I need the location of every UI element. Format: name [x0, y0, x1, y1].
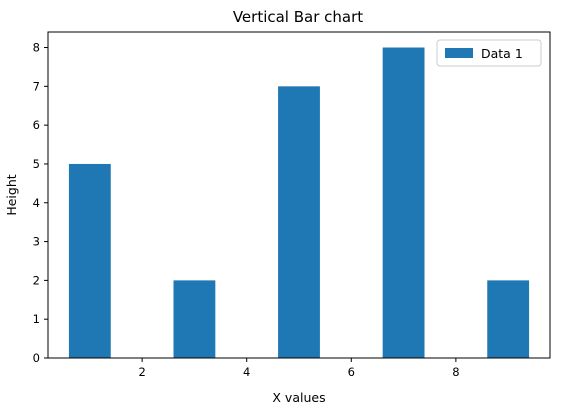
bar-5: [487, 280, 530, 358]
bars-layer: [68, 47, 530, 359]
y-tick-label: 1: [33, 312, 40, 326]
legend: Data 1: [436, 39, 542, 67]
x-axis-ticks: 2 4 6 8: [138, 358, 460, 379]
y-tick-label: 0: [33, 351, 40, 365]
x-axis-label: X values: [272, 390, 325, 405]
bar-2: [173, 280, 216, 358]
legend-swatch-data-1: [445, 48, 473, 58]
x-tick-label: 8: [452, 365, 459, 379]
chart-title: Vertical Bar chart: [233, 8, 363, 26]
x-tick-label: 6: [348, 365, 355, 379]
x-tick-label: 2: [138, 365, 145, 379]
plot-area-frame: [47, 31, 551, 359]
x-tick-label: 4: [243, 365, 250, 379]
y-tick-label: 5: [33, 157, 40, 171]
y-tick-label: 8: [33, 41, 40, 55]
y-tick-label: 4: [33, 196, 40, 210]
bar-1: [68, 163, 111, 358]
y-tick-label: 7: [33, 79, 40, 93]
bar-4: [382, 47, 425, 359]
y-tick-label: 2: [33, 273, 40, 287]
y-tick-label: 3: [33, 235, 40, 249]
y-axis-label: Height: [4, 174, 19, 215]
legend-label-data-1: Data 1: [481, 46, 523, 61]
y-axis-ticks: 0 1 2 3 4 5 6 7 8: [33, 41, 48, 365]
legend-box: [436, 39, 542, 67]
bar-3: [278, 86, 320, 358]
y-tick-label: 6: [33, 118, 40, 132]
